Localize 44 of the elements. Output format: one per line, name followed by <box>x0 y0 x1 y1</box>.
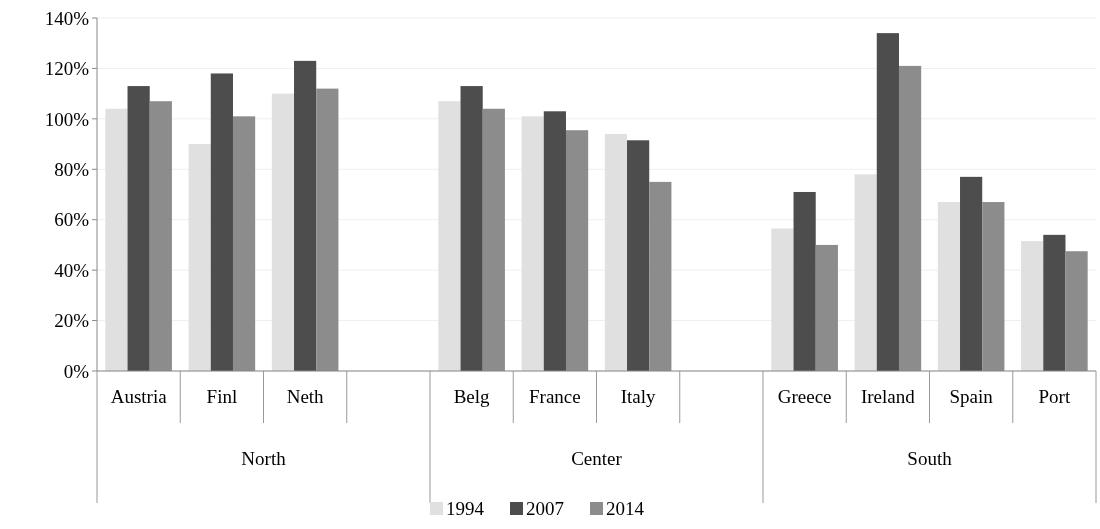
text: Center <box>571 448 623 469</box>
y-tick-label: 20% <box>54 310 90 332</box>
legend-label: 2007 <box>526 498 564 519</box>
bar <box>627 140 650 371</box>
bar <box>210 73 233 371</box>
bar <box>543 111 566 371</box>
bar <box>271 93 295 371</box>
x-tick-label: Ireland <box>860 386 916 407</box>
x-tick-label: Neth <box>286 386 325 407</box>
y-tick-label: 120% <box>44 58 90 80</box>
x-tick-label: Austria <box>110 386 168 407</box>
y-tick-label: 0% <box>63 360 90 382</box>
x-tick-label: Port <box>1038 386 1071 407</box>
bar <box>188 144 211 371</box>
x-tick-label: Italy <box>620 386 657 407</box>
x-tick-label: Belg <box>453 386 491 407</box>
bar <box>127 86 150 371</box>
y-tick-label: 40% <box>54 259 90 281</box>
bar <box>438 101 461 371</box>
y-tick-label: 80% <box>54 158 90 180</box>
bar <box>1043 234 1066 371</box>
x-tick-label: Spain <box>949 386 994 407</box>
text: South <box>907 448 953 469</box>
y-tick-label: 140% <box>44 7 90 29</box>
bar <box>294 60 317 371</box>
x-tick-label: Finl <box>206 386 238 407</box>
bar <box>937 202 961 371</box>
y-tick-label: 100% <box>44 108 90 130</box>
legend-label: 1994 <box>446 498 485 519</box>
legend-label: 2014 <box>606 498 645 519</box>
text: North <box>241 448 287 469</box>
x-tick-label: Greece <box>777 386 832 407</box>
bar <box>521 116 544 371</box>
bar <box>1021 241 1044 371</box>
bar <box>876 33 899 371</box>
x-tick-label: France <box>529 386 581 407</box>
bar <box>460 86 483 371</box>
bar <box>105 108 128 371</box>
bar <box>960 176 983 371</box>
y-tick-label: 60% <box>54 209 90 231</box>
bar <box>604 133 628 371</box>
bar <box>854 174 877 371</box>
bar <box>771 228 794 371</box>
bar <box>793 191 816 371</box>
